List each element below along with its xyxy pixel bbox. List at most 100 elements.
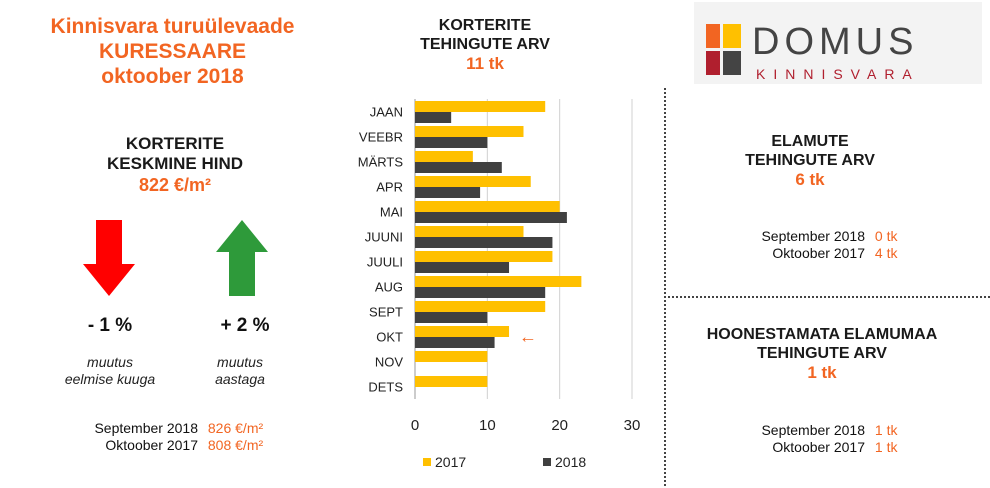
bar-2017 bbox=[415, 126, 524, 137]
bar-2017 bbox=[415, 226, 524, 237]
legend-swatch-2017 bbox=[423, 458, 431, 466]
bar-2018 bbox=[415, 262, 510, 273]
report-title-line2: KURESSAARE bbox=[98, 40, 247, 63]
compare-label: Oktoober 2017 bbox=[772, 245, 865, 261]
bar-2017 bbox=[415, 101, 546, 112]
down-arrow-icon bbox=[83, 220, 135, 296]
houses-compare-row: Oktoober 2017 4 tk bbox=[720, 245, 940, 262]
compare-value: 4 tk bbox=[874, 245, 898, 261]
category-label: AUG bbox=[375, 280, 403, 295]
category-label: MAI bbox=[380, 205, 403, 220]
bar-2017 bbox=[415, 176, 531, 187]
price-title-line2: KESKMINE HIND bbox=[106, 154, 243, 173]
category-label: NOV bbox=[375, 355, 404, 370]
apartments-section: KORTERITE TEHINGUTE ARV 11 tk bbox=[395, 16, 575, 74]
logo-subtitle: KINNISVARA bbox=[756, 66, 920, 82]
land-title-line1: HOONESTAMATA ELAMUMAA bbox=[706, 326, 938, 343]
bar-2018 bbox=[415, 187, 481, 198]
land-compare: September 2018 1 tk Oktoober 2017 1 tk bbox=[720, 422, 940, 456]
bar-2017 bbox=[415, 351, 488, 362]
houses-compare-row: September 2018 0 tk bbox=[720, 228, 940, 245]
bar-2017 bbox=[415, 326, 510, 337]
bar-2018 bbox=[415, 312, 488, 323]
bar-2017 bbox=[415, 376, 488, 387]
monthly-label-line2: eelmise kuuga bbox=[64, 371, 156, 387]
houses-title-line1: ELAMUTE bbox=[771, 133, 849, 150]
price-compare-row: September 2018 826 €/m² bbox=[70, 420, 310, 437]
category-label: SEPT bbox=[369, 305, 403, 320]
compare-label: September 2018 bbox=[94, 420, 198, 436]
bar-2018 bbox=[415, 112, 452, 123]
monthly-change: - 1 % bbox=[87, 315, 133, 336]
houses-section: ELAMUTE TEHINGUTE ARV 6 tk bbox=[690, 132, 930, 190]
bar-2017 bbox=[415, 301, 546, 312]
houses-value: 6 tk bbox=[795, 170, 825, 189]
compare-label: September 2018 bbox=[761, 422, 865, 438]
compare-value: 1 tk bbox=[874, 439, 898, 455]
compare-value: 1 tk bbox=[874, 422, 898, 438]
category-label: MÄRTS bbox=[358, 155, 404, 170]
price-title-line1: KORTERITE bbox=[125, 134, 225, 153]
price-compare: September 2018 826 €/m² Oktoober 2017 80… bbox=[70, 420, 310, 454]
horizontal-divider bbox=[668, 296, 990, 298]
report-title: Kinnisvara turuülevaade KURESSAARE oktoo… bbox=[0, 14, 345, 89]
category-label: APR bbox=[376, 180, 403, 195]
logo-mark-icon bbox=[706, 24, 741, 75]
compare-label: September 2018 bbox=[761, 228, 865, 244]
bar-2018 bbox=[415, 287, 546, 298]
price-value: 822 €/m² bbox=[138, 175, 212, 195]
bar-2018 bbox=[415, 162, 502, 173]
bar-2017 bbox=[415, 251, 553, 262]
land-title-line2: TEHINGUTE ARV bbox=[757, 345, 887, 362]
domus-logo: DOMUS KINNISVARA bbox=[694, 2, 982, 84]
category-label: JUULI bbox=[367, 255, 403, 270]
category-label: OKT bbox=[376, 330, 403, 345]
x-tick-label: 10 bbox=[479, 417, 496, 434]
x-tick-label: 0 bbox=[411, 417, 419, 434]
yearly-change: + 2 % bbox=[220, 315, 270, 336]
compare-label: Oktoober 2017 bbox=[772, 439, 865, 455]
compare-label: Oktoober 2017 bbox=[105, 437, 198, 453]
yearly-label-line1: muutus bbox=[217, 354, 263, 370]
logo-word: DOMUS bbox=[752, 21, 919, 63]
bar-2018 bbox=[415, 137, 488, 148]
report-title-line3: oktoober 2018 bbox=[101, 65, 244, 88]
compare-value: 808 €/m² bbox=[207, 437, 264, 453]
price-compare-row: Oktoober 2017 808 €/m² bbox=[70, 437, 310, 454]
monthly-change-label: muutus eelmise kuuga bbox=[40, 354, 180, 388]
apartments-title-line1: KORTERITE bbox=[438, 17, 532, 34]
price-section: KORTERITE KESKMINE HIND 822 €/m² bbox=[60, 134, 290, 196]
land-compare-row: September 2018 1 tk bbox=[720, 422, 940, 439]
report-title-line1: Kinnisvara turuülevaade bbox=[50, 15, 295, 38]
yearly-change-label: muutus aastaga bbox=[180, 354, 300, 388]
category-label: JAAN bbox=[370, 105, 403, 120]
apartments-value: 11 tk bbox=[466, 54, 504, 73]
x-tick-label: 20 bbox=[551, 417, 568, 434]
houses-title-line2: TEHINGUTE ARV bbox=[745, 152, 875, 169]
transactions-bar-chart: 0 10 20 30 JAAN VEEBR MÄRTS APR MAI JUUNI JUULI AUG… bbox=[358, 99, 641, 470]
land-section: HOONESTAMATA ELAMUMAA TEHINGUTE ARV 1 tk bbox=[672, 325, 972, 383]
up-arrow-icon bbox=[216, 220, 268, 296]
bar-2018 bbox=[415, 337, 495, 348]
yearly-label-line2: aastaga bbox=[215, 371, 265, 387]
bar-2017 bbox=[415, 276, 582, 287]
apartments-title-line2: TEHINGUTE ARV bbox=[420, 36, 550, 53]
x-tick-label: 30 bbox=[624, 417, 641, 434]
category-label: JUUNI bbox=[365, 230, 403, 245]
legend-label: 2017 bbox=[435, 454, 466, 470]
bar-2017 bbox=[415, 201, 560, 212]
houses-compare: September 2018 0 tk Oktoober 2017 4 tk bbox=[720, 228, 940, 262]
category-label: VEEBR bbox=[359, 130, 403, 145]
land-compare-row: Oktoober 2017 1 tk bbox=[720, 439, 940, 456]
monthly-label-line1: muutus bbox=[87, 354, 133, 370]
vertical-divider bbox=[664, 88, 666, 486]
compare-value: 826 €/m² bbox=[207, 420, 264, 436]
category-label: DETS bbox=[368, 380, 403, 395]
legend-label: 2018 bbox=[555, 454, 586, 470]
pointer-arrow-icon: ← bbox=[519, 327, 537, 347]
compare-value: 0 tk bbox=[874, 228, 898, 244]
bar-2017 bbox=[415, 151, 473, 162]
legend-swatch-2018 bbox=[543, 458, 551, 466]
land-value: 1 tk bbox=[807, 363, 837, 382]
bar-2018 bbox=[415, 212, 567, 223]
